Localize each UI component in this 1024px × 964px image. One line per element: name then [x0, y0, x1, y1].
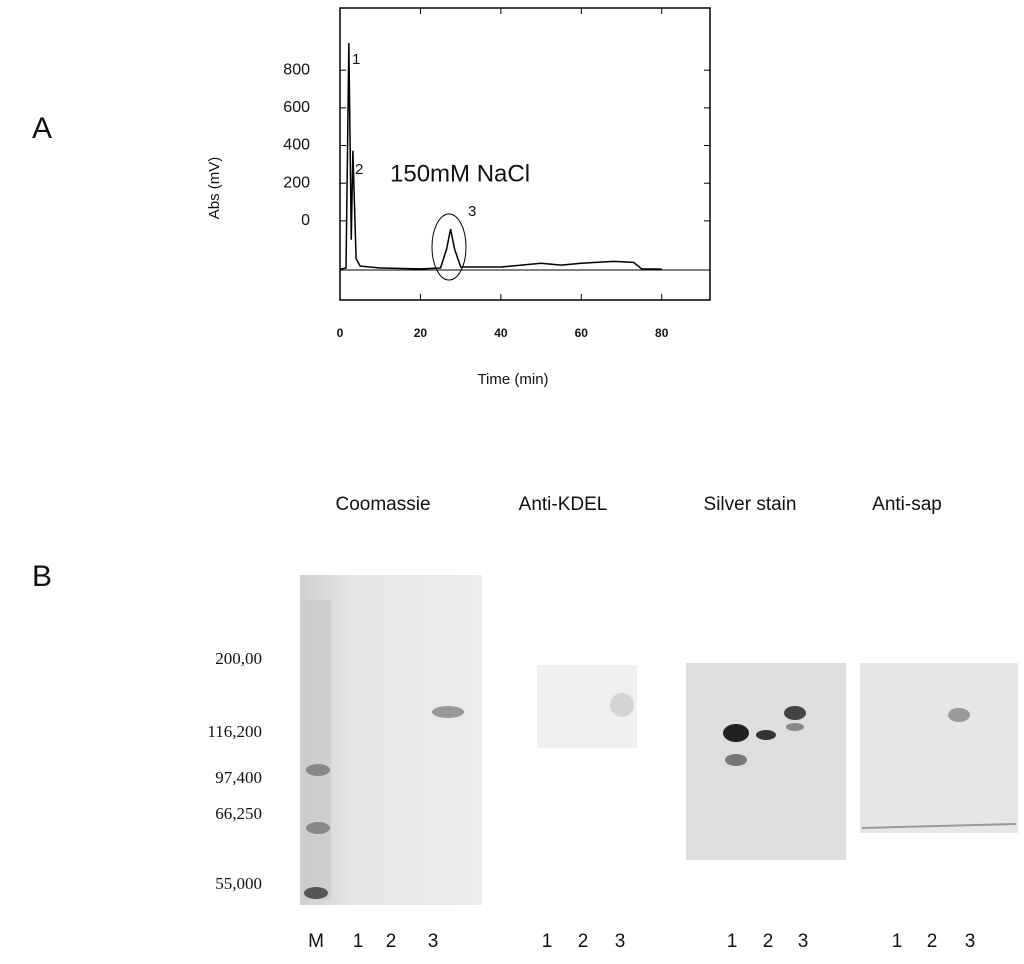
gel-header: Anti-sap	[872, 494, 942, 515]
lane-label: 1	[892, 931, 903, 952]
band	[432, 706, 464, 718]
mw-marker: 200,00	[215, 649, 262, 668]
annotation: 150mM NaCl	[390, 160, 530, 187]
lane-label: M	[308, 931, 324, 952]
band	[786, 723, 804, 731]
mw-marker: 97,400	[215, 768, 262, 787]
y-tick-label: 800	[283, 61, 310, 78]
band	[756, 730, 776, 740]
line	[339, 43, 662, 270]
plot-frame	[339, 7, 711, 301]
lane-label: 2	[927, 931, 938, 952]
lane-label: 1	[542, 931, 553, 952]
lane-label: 2	[386, 931, 397, 952]
panel-label: A	[32, 112, 52, 145]
band	[306, 822, 330, 834]
lane-label: 2	[763, 931, 774, 952]
gel-anti-sap	[860, 663, 1018, 833]
y-tick-label: 0	[301, 212, 310, 229]
lane-label: 3	[798, 931, 809, 952]
band	[610, 693, 634, 717]
gel-silver	[686, 663, 846, 860]
y-tick-label: 600	[283, 99, 310, 116]
annotation: 2	[355, 161, 363, 178]
lane-label: 3	[965, 931, 976, 952]
band	[304, 887, 328, 899]
gel-header: Anti-KDEL	[519, 494, 608, 515]
band	[725, 754, 747, 766]
marker-lane	[303, 600, 331, 900]
band	[861, 823, 1017, 829]
lane-label: 1	[727, 931, 738, 952]
mw-marker: 116,200	[207, 722, 262, 741]
band	[306, 764, 330, 776]
x-axis-label: Time (min)	[477, 371, 548, 388]
y-tick-label: 200	[283, 174, 310, 191]
gel-labels: Coomassie Anti-KDEL Silver stain Anti-sap 20…	[207, 494, 975, 952]
x-tick-label: 60	[575, 326, 589, 340]
x-tick-label: 80	[655, 326, 669, 340]
y-axis-label: Abs (mV)	[206, 157, 223, 220]
gel-header: Silver stain	[704, 494, 797, 515]
band	[784, 706, 806, 720]
peak-circle	[431, 213, 467, 281]
lane-label: 2	[578, 931, 589, 952]
lane-label: 1	[353, 931, 364, 952]
mw-marker: 55,000	[215, 874, 262, 893]
x-tick-label: 20	[414, 326, 428, 340]
gels	[300, 575, 1018, 905]
band	[723, 724, 749, 742]
lane-label: 3	[615, 931, 626, 952]
lane-label: 3	[428, 931, 439, 952]
y-tick-label: 400	[283, 137, 310, 154]
panel-label: B	[32, 560, 52, 593]
mw-marker: 66,250	[215, 804, 262, 823]
annotation: 3	[468, 203, 476, 220]
annotation: 1	[352, 51, 360, 68]
band	[948, 708, 970, 722]
x-tick-label: 40	[494, 326, 508, 340]
gel-header: Coomassie	[335, 494, 430, 515]
x-tick-label: 0	[337, 326, 344, 340]
